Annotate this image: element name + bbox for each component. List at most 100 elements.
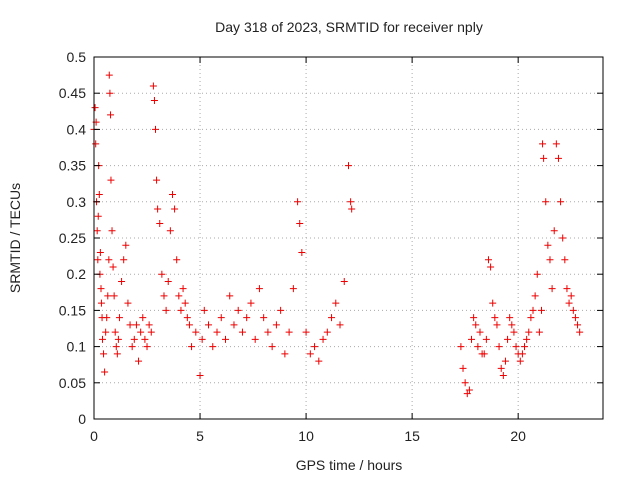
data-point [175, 292, 183, 300]
data-point [272, 321, 280, 329]
data-point [109, 263, 117, 271]
data-point [97, 299, 105, 307]
data-point [137, 328, 145, 336]
data-point [281, 350, 289, 358]
y-tick-label: 0.25 [59, 230, 86, 246]
data-point [482, 335, 490, 343]
data-point [124, 299, 132, 307]
data-point [285, 328, 293, 336]
data-point [183, 314, 191, 322]
data-point [518, 350, 526, 358]
data-point [107, 176, 115, 184]
data-point [521, 343, 529, 351]
data-point [544, 241, 552, 249]
data-point [495, 343, 503, 351]
data-point [298, 248, 306, 256]
data-point [92, 140, 100, 148]
data-point [550, 227, 558, 235]
data-point [516, 357, 524, 365]
ticks: 0 0.05 0.1 0.15 0.2 0.25 0.3 0.35 0.4 0.45 0.5 0 5 10… [59, 49, 603, 444]
data-point [476, 328, 484, 336]
data-point [168, 191, 176, 199]
data-point [145, 321, 153, 329]
y-tick-label: 0.4 [67, 121, 87, 137]
data-point [539, 140, 547, 148]
data-point [565, 299, 573, 307]
data-point [122, 241, 130, 249]
data-point [260, 314, 268, 322]
data-point [463, 390, 471, 398]
data-point [118, 277, 126, 285]
data-point [98, 335, 106, 343]
data-point [501, 357, 509, 365]
data-point [459, 364, 467, 372]
data-point [480, 350, 488, 358]
data-point [154, 205, 162, 213]
y-tick-label: 0.2 [67, 266, 87, 282]
data-point [268, 343, 276, 351]
y-tick-label: 0.3 [67, 194, 87, 210]
data-point [508, 321, 516, 329]
data-points [90, 71, 584, 398]
data-point [97, 285, 105, 293]
x-tick-label: 20 [510, 428, 526, 444]
data-point [328, 314, 336, 322]
data-point [158, 270, 166, 278]
data-point [234, 306, 242, 314]
data-point [569, 306, 577, 314]
data-point [115, 314, 123, 322]
data-point [554, 154, 562, 162]
data-point [311, 343, 319, 351]
data-point [472, 321, 480, 329]
data-point [135, 357, 143, 365]
y-tick-label: 0.35 [59, 158, 86, 174]
x-tick-label: 15 [404, 428, 420, 444]
data-point [465, 386, 473, 394]
y-tick-label: 0.5 [67, 49, 87, 65]
data-point [188, 343, 196, 351]
data-point [474, 343, 482, 351]
x-tick-label: 10 [298, 428, 314, 444]
data-point [523, 335, 531, 343]
data-point [571, 314, 579, 322]
data-point [149, 82, 157, 90]
data-point [243, 314, 251, 322]
data-point [132, 321, 140, 329]
data-point [152, 125, 160, 133]
data-point [128, 343, 136, 351]
data-point [332, 299, 340, 307]
data-point [105, 256, 113, 264]
data-point [94, 212, 102, 220]
data-point [525, 328, 533, 336]
data-point [348, 205, 356, 213]
data-point [484, 256, 492, 264]
data-point [103, 314, 111, 322]
data-point [296, 220, 304, 228]
data-point [153, 176, 161, 184]
data-point [181, 299, 189, 307]
data-point [171, 205, 179, 213]
data-point [251, 335, 259, 343]
data-point [294, 198, 302, 206]
data-point [552, 140, 560, 148]
data-point [185, 321, 193, 329]
data-point [213, 328, 221, 336]
data-point [491, 314, 499, 322]
data-point [461, 379, 469, 387]
data-point [113, 350, 121, 358]
data-point [111, 328, 119, 336]
data-point [336, 321, 344, 329]
data-point [557, 198, 565, 206]
data-point [177, 306, 185, 314]
data-point [217, 314, 225, 322]
data-point [533, 270, 541, 278]
data-point [192, 328, 200, 336]
y-tick-label: 0 [78, 411, 86, 427]
data-point [205, 321, 213, 329]
data-point [247, 299, 255, 307]
data-point [489, 299, 497, 307]
y-tick-label: 0.15 [59, 302, 86, 318]
data-point [100, 350, 108, 358]
data-point [101, 368, 109, 376]
